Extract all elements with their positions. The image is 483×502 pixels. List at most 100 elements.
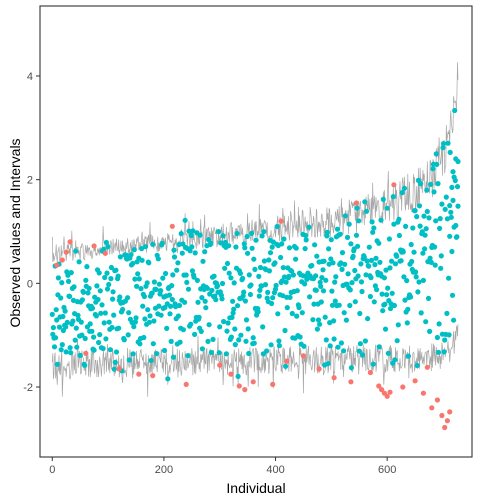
data-point	[180, 241, 186, 247]
x-tick-label: 0	[49, 464, 55, 476]
data-point	[175, 313, 181, 319]
data-point	[311, 301, 317, 307]
data-point	[49, 311, 55, 317]
data-point	[443, 194, 449, 200]
data-point	[315, 317, 322, 323]
data-point	[188, 232, 194, 239]
data-point	[75, 312, 81, 318]
data-point	[276, 338, 282, 344]
data-point	[256, 273, 262, 279]
data-point	[250, 335, 256, 341]
data-point	[132, 319, 138, 325]
data-point	[128, 252, 134, 258]
data-point	[68, 350, 74, 356]
data-point	[121, 337, 127, 343]
data-point	[170, 272, 176, 278]
data-point	[348, 365, 354, 371]
data-point	[237, 270, 243, 276]
data-point	[405, 306, 411, 312]
data-point	[396, 216, 402, 222]
data-point	[269, 300, 275, 307]
data-point	[199, 346, 205, 352]
data-point	[198, 328, 204, 334]
data-point	[96, 270, 102, 276]
outlier-point	[91, 243, 97, 249]
data-point	[410, 225, 416, 231]
data-point	[332, 279, 338, 285]
data-point	[329, 288, 335, 294]
data-point	[165, 376, 171, 382]
data-point	[352, 267, 358, 274]
data-point	[144, 280, 150, 286]
data-point	[260, 324, 266, 330]
data-point	[319, 275, 325, 281]
data-point	[408, 241, 414, 248]
data-point	[408, 294, 414, 300]
data-point	[219, 296, 225, 302]
data-point	[182, 217, 188, 223]
data-point	[363, 272, 369, 278]
data-point	[357, 341, 363, 347]
data-point	[73, 325, 79, 331]
data-point	[58, 295, 64, 301]
data-point	[82, 335, 88, 342]
y-tick-label: 4	[27, 71, 33, 83]
outlier-point	[384, 393, 390, 399]
data-point	[289, 310, 295, 317]
data-point	[184, 279, 190, 285]
data-point	[166, 292, 173, 298]
data-point	[420, 250, 426, 256]
outlier-point	[447, 409, 453, 415]
data-point	[280, 265, 286, 271]
data-point	[379, 291, 385, 297]
data-point	[341, 348, 347, 354]
data-point	[243, 338, 249, 344]
data-point	[449, 292, 456, 298]
data-point	[112, 359, 118, 365]
data-point	[394, 338, 400, 344]
data-point	[251, 340, 257, 346]
data-point	[367, 293, 373, 300]
data-point	[433, 218, 439, 224]
data-point	[346, 221, 352, 227]
data-point	[56, 324, 63, 330]
data-point	[146, 319, 152, 325]
data-point	[71, 284, 77, 290]
data-point	[338, 340, 344, 346]
data-point	[355, 273, 361, 279]
data-point	[413, 269, 419, 275]
data-point	[422, 232, 428, 238]
plot-layer	[49, 62, 461, 431]
data-point	[86, 285, 92, 291]
data-point	[370, 361, 376, 367]
data-point	[358, 279, 365, 285]
data-point	[132, 276, 138, 282]
data-point	[224, 328, 230, 334]
data-point	[371, 299, 377, 305]
data-point	[59, 280, 65, 286]
data-point	[158, 312, 164, 318]
data-point	[174, 267, 180, 273]
data-point	[125, 295, 131, 301]
data-point	[320, 267, 326, 273]
data-point	[50, 325, 57, 331]
data-point	[419, 229, 425, 235]
data-point	[146, 260, 152, 266]
data-point	[96, 339, 102, 346]
data-point	[208, 240, 214, 246]
data-point	[414, 214, 420, 220]
data-point	[134, 283, 140, 289]
data-point	[309, 262, 315, 269]
data-point	[294, 313, 300, 319]
data-point	[246, 350, 252, 357]
data-point	[168, 338, 174, 344]
data-point	[352, 299, 358, 305]
data-point	[130, 260, 136, 267]
data-point	[225, 320, 231, 326]
data-point	[235, 373, 241, 379]
data-point	[205, 338, 211, 344]
data-point	[450, 169, 456, 175]
data-point	[54, 361, 60, 367]
data-point	[424, 208, 430, 215]
data-point	[70, 297, 77, 303]
